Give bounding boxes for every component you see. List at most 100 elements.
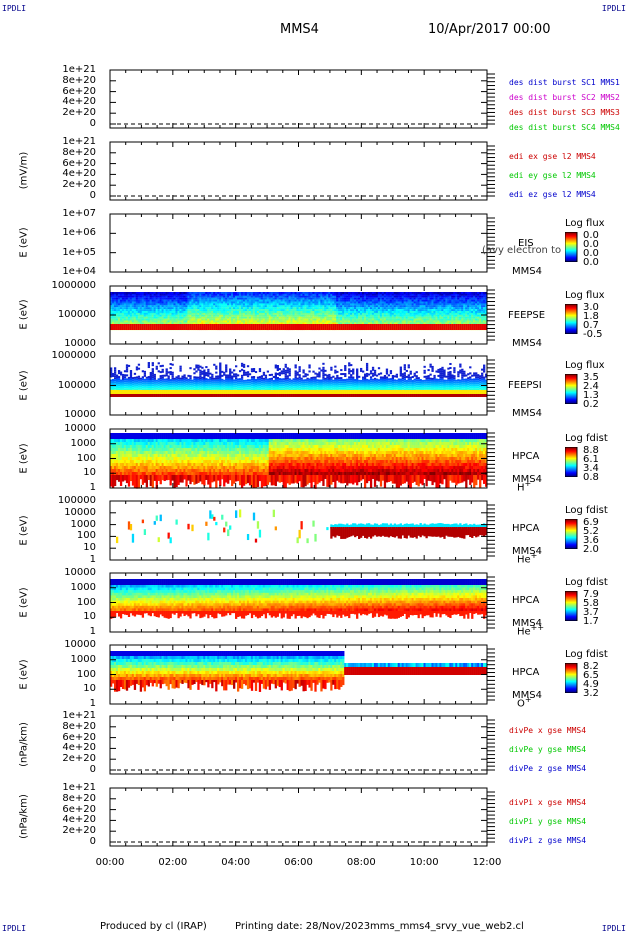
panel-hpca_he-ytick: 100 (76, 530, 96, 542)
species-charge: ++ (530, 623, 545, 632)
panel-hpca_o-ytick: 10000 (64, 639, 96, 650)
panel-eis-ytick: 1e+05 (62, 246, 96, 258)
panel-des-ytick: 1e+21 (62, 64, 96, 75)
panel-divpi-ylabel: (nPa/km) (18, 794, 30, 839)
panel-hpca_h-ylabel: E (eV) (18, 442, 30, 474)
panel-divpe-ytick: 0 (89, 764, 96, 775)
panel-des-ytick: 8e+20 (62, 74, 96, 86)
x-tick-label: 10:00 (409, 857, 439, 868)
panel-feepsi: 1000000 100000 10000 E (eV) FEEPSI MMS4 Log fl… (0, 351, 630, 420)
panel-hpca_he-colorbar (565, 519, 578, 549)
x-tick-label: 04:00 (221, 857, 251, 868)
panel-hpca_he-ytick: 10000 (64, 506, 96, 518)
x-tick-label: 02:00 (158, 857, 188, 868)
panel-feepsi-colorbar-title: Log flux (565, 360, 605, 371)
spectrogram-hpca_h (110, 433, 488, 489)
panel-eis-colorbar-tick: 0.0 (583, 257, 599, 268)
panel-hpca_o-colorbar-tick: 8.2 (583, 661, 599, 672)
species-charge: + (524, 695, 532, 704)
panel-hpca_o-ylabel: E (eV) (18, 658, 30, 690)
panel-divpe-ylabel: (nPa/km) (18, 722, 30, 767)
panel-divpi-legend-item: divPi z gse MMS4 (509, 836, 587, 845)
panel-hpca_hepp-ytick: 10 (83, 611, 96, 623)
panel-hpca_hepp-ylabel: E (eV) (18, 586, 30, 618)
panel-edi-legend-item: edi ex gse l2 MMS4 (509, 152, 596, 161)
panel-divpe-ytick: 1e+21 (62, 710, 96, 721)
panel-hpca_o-ytick: 1 (89, 698, 96, 709)
panel-feepse: 1000000 100000 10000 E (eV) FEEPSE MMS4 Log fl… (0, 281, 630, 350)
panel-edi: 1e+21 8e+20 6e+20 4e+20 2e+20 0 (mV/m) edi ex g… (0, 137, 630, 201)
panel-divpe-ytick: 2e+20 (62, 753, 96, 765)
panel-eis-ytick: 1e+04 (62, 266, 96, 277)
panel-hpca_h-plot (109, 428, 495, 489)
panel-feepse-spacecraft-label: MMS4 (512, 338, 542, 349)
panel-edi-ytick: 2e+20 (62, 179, 96, 191)
panel-hpca_h: 10000 1000 100 10 1 E (eV) HPCA MMS4 H+ Log fdist… (0, 424, 630, 494)
panel-divpi-ytick: 4e+20 (62, 814, 96, 826)
panel-hpca_o-instrument-label: HPCA (512, 667, 540, 678)
panel-feepse-ytick: 100000 (57, 309, 96, 320)
corner-label-bottom-left: IPDLI (2, 924, 27, 933)
panel-des-ytick: 0 (89, 118, 96, 129)
panel-hpca_he-species-label: He+ (517, 551, 537, 565)
panel-hpca_h-colorbar-tick: 3.4 (583, 463, 599, 474)
panel-des-ytick: 6e+20 (62, 85, 96, 97)
panel-hpca_o-ytick: 1000 (70, 653, 96, 665)
panel-hpca_hepp-colorbar-tick: 5.8 (583, 598, 599, 609)
panel-hpca_hepp-instrument-label: HPCA (512, 595, 540, 606)
footer-produced: Produced by cl (IRAP) (100, 921, 207, 932)
species-base: O (517, 698, 525, 710)
species-base: He (517, 626, 531, 638)
panel-hpca_he-colorbar-tick: 2.0 (583, 544, 599, 555)
panel-feepse-colorbar-tick: 1.8 (583, 311, 599, 322)
species-charge: + (530, 551, 538, 560)
panel-feepsi-colorbar-tick: 2.4 (583, 381, 599, 392)
panel-hpca_he: 100000 10000 1000 100 10 1 E (eV) HPCA MMS4 He+ Lo… (0, 496, 630, 566)
panel-edi-ytick: 0 (89, 190, 96, 201)
panel-des-plot (109, 69, 495, 129)
panel-hpca_he-ytick: 1000 (70, 518, 96, 530)
panel-feepse-colorbar-title: Log flux (565, 290, 605, 301)
panel-eis-colorbar (565, 232, 578, 262)
panel-des-frame (109, 69, 488, 129)
panel-hpca_o: 10000 1000 100 10 1 E (eV) HPCA MMS4 O+ Log fdist… (0, 640, 630, 710)
panel-hpca_o-colorbar (565, 663, 578, 693)
panel-hpca_h-species-label: H+ (517, 479, 531, 493)
panel-des-legend-item: des dist burst SC2 MMS2 (509, 93, 620, 102)
x-tick-label: 00:00 (95, 857, 125, 868)
spectrogram-hpca_o (110, 651, 488, 692)
panel-hpca_h-ytick: 10 (83, 467, 96, 479)
panel-hpca_he-ytick: 100000 (57, 495, 96, 506)
panel-eis-overlay-text: (avy electron to (482, 245, 562, 256)
panel-edi-ytick: 4e+20 (62, 168, 96, 180)
panel-hpca_hepp-colorbar-tick: 3.7 (583, 607, 599, 618)
panel-hpca_o-colorbar-tick: 3.2 (583, 688, 599, 699)
x-tick-label: 08:00 (346, 857, 376, 868)
panel-feepse-colorbar-tick: 0.7 (583, 320, 599, 331)
panel-divpe-legend-item: divPe y gse MMS4 (509, 745, 587, 754)
panel-hpca_hepp-colorbar-tick: 7.9 (583, 589, 599, 600)
panel-hpca_he-spacecraft-label: MMS4 (512, 546, 542, 557)
corner-label-top-left: IPDLI (2, 4, 27, 13)
panel-feepse-plot (109, 285, 495, 345)
panel-hpca_o-colorbar-title: Log fdist (565, 649, 608, 660)
spectrogram-feepsi (110, 362, 488, 397)
panel-feepse-colorbar (565, 304, 578, 334)
panel-edi-ytick: 6e+20 (62, 157, 96, 169)
panel-divpi-ytick: 8e+20 (62, 792, 96, 804)
spectrogram-hpca_he (115, 509, 488, 544)
panel-divpi-ytick: 0 (89, 836, 96, 847)
panel-hpca_h-ytick: 1 (89, 482, 96, 493)
panel-divpe-ytick: 4e+20 (62, 742, 96, 754)
panel-hpca_h-instrument-label: HPCA (512, 451, 540, 462)
panel-eis-spacecraft-label: MMS4 (512, 266, 542, 277)
date-label: 10/Apr/2017 00:00 (428, 22, 551, 37)
panel-edi-legend-item: edi ez gse l2 MMS4 (509, 190, 596, 199)
panel-divpe-legend-item: divPe z gse MMS4 (509, 764, 587, 773)
panel-divpi-frame (109, 787, 488, 847)
panel-des-legend-item: des dist burst SC1 MMS1 (509, 78, 620, 87)
panel-divpe-legend-item: divPe x gse MMS4 (509, 726, 587, 735)
x-tick-label: 12:00 (472, 857, 502, 868)
footer-printing-date: Printing date: 28/Nov/2023 (235, 921, 371, 932)
panel-feepsi-ytick: 10000 (64, 409, 96, 420)
